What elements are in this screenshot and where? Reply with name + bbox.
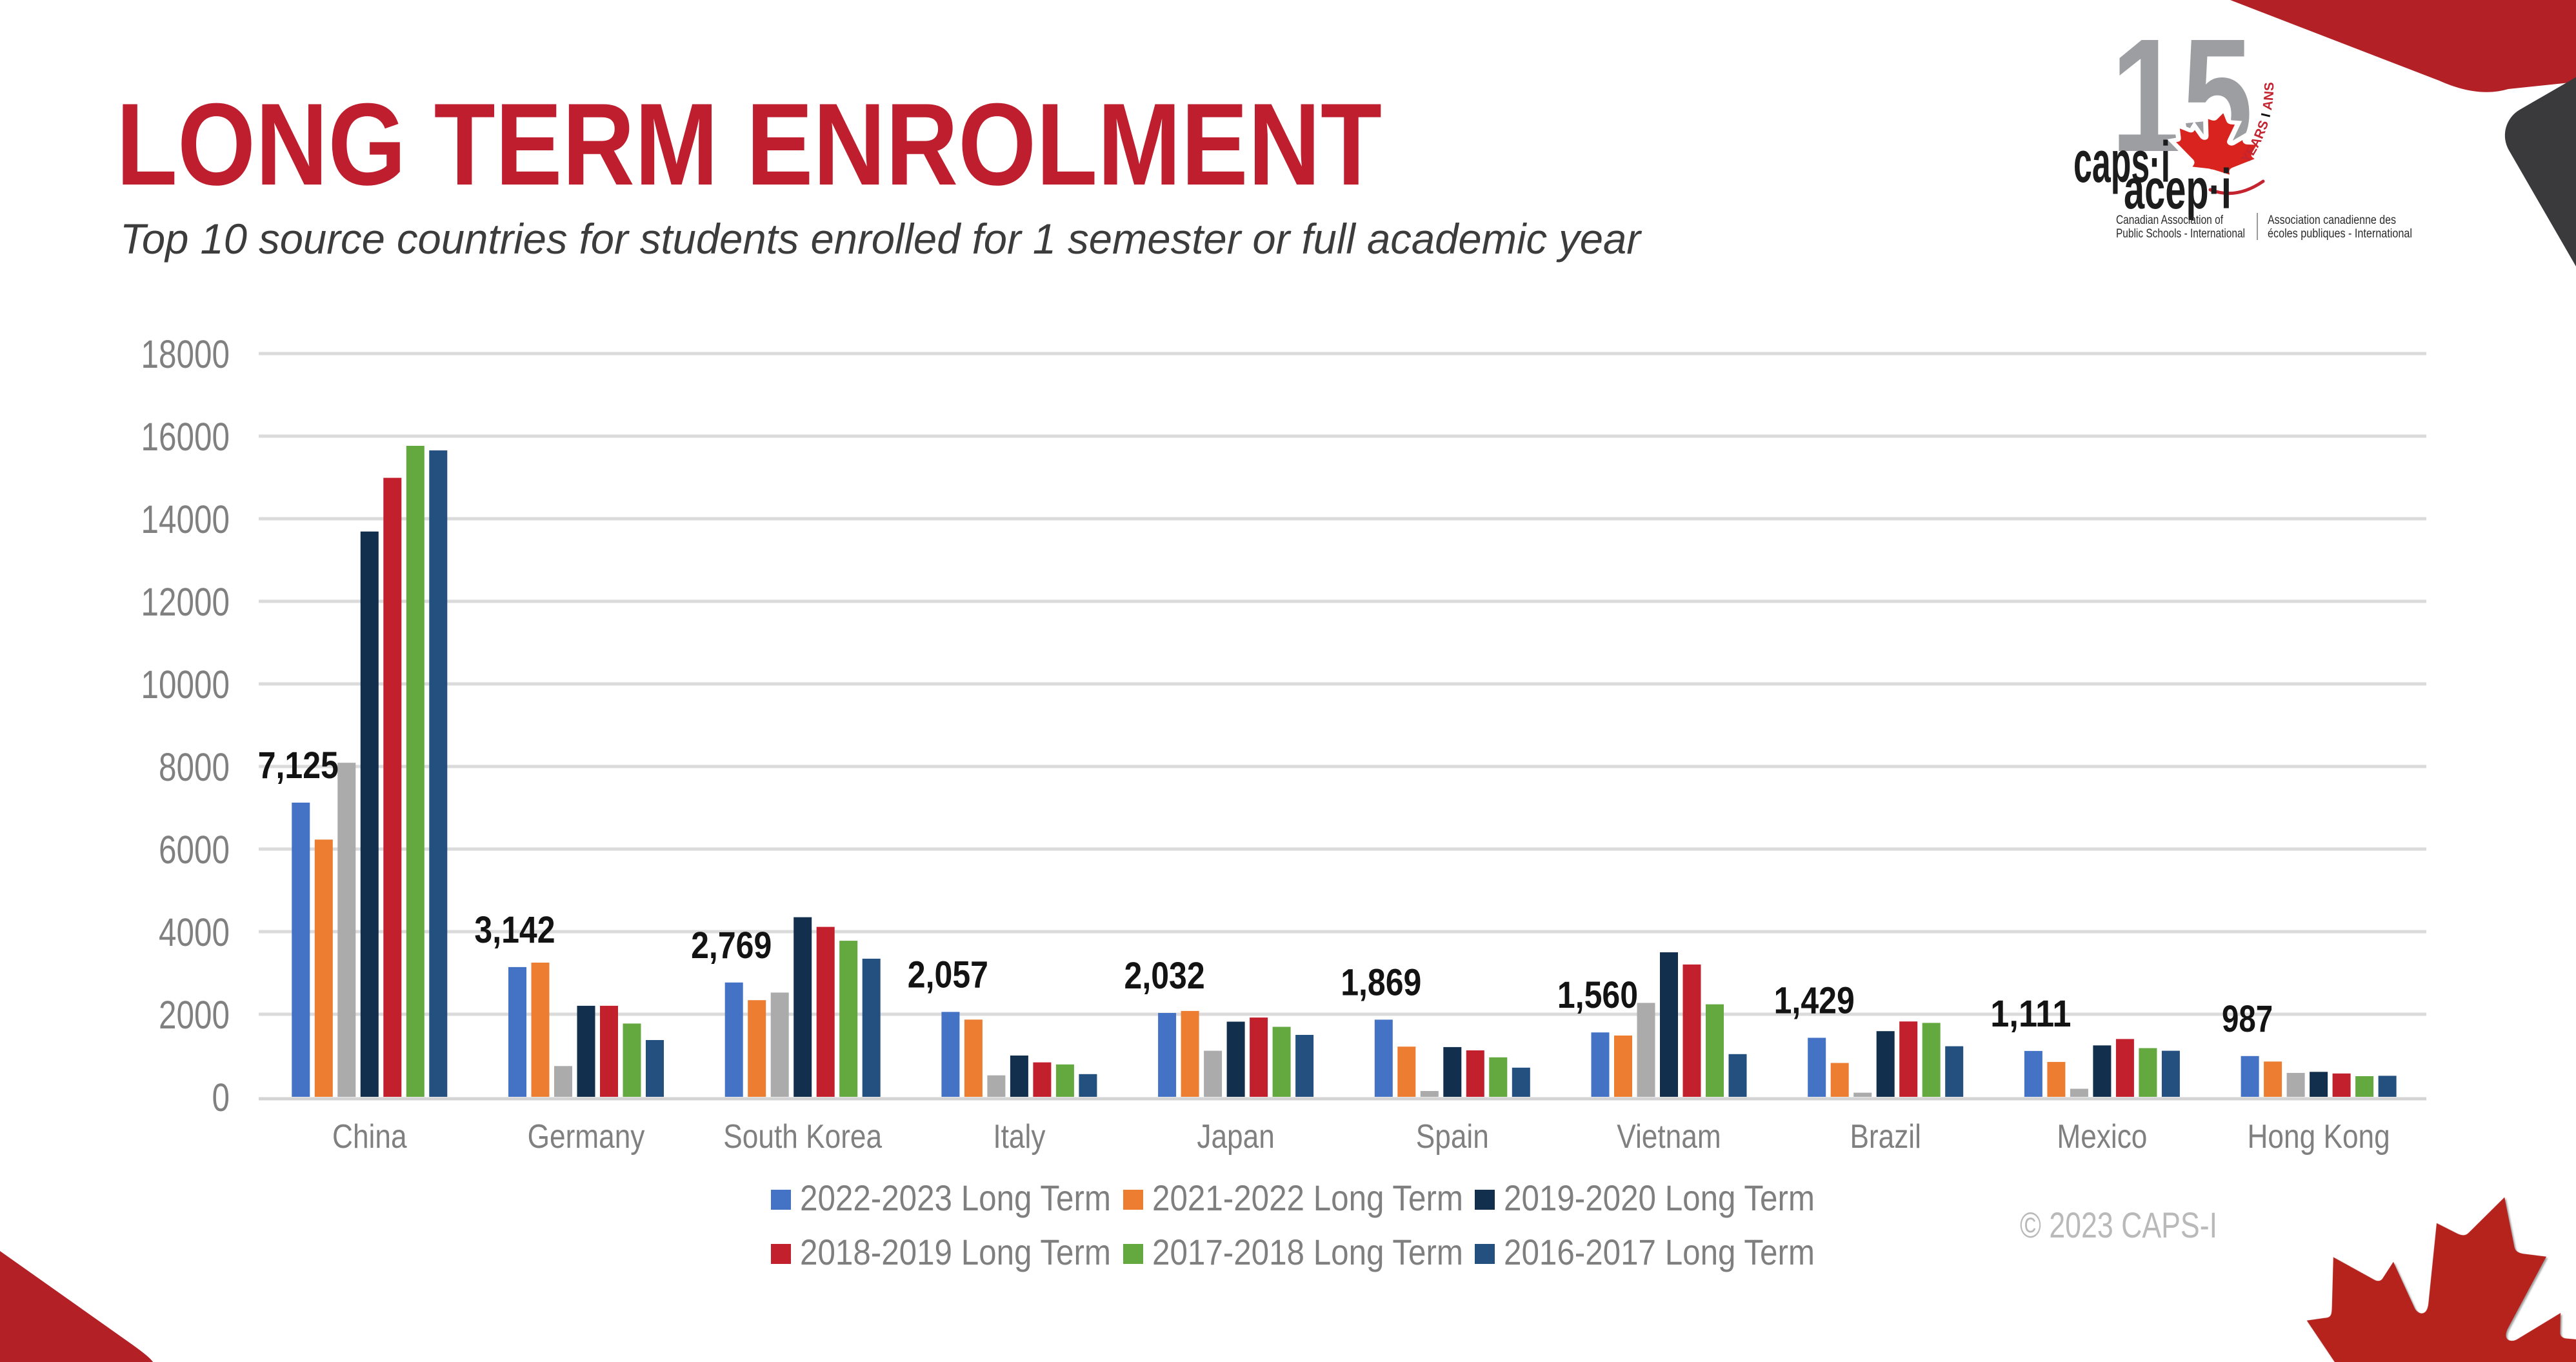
svg-text:2,032: 2,032 <box>1124 955 1205 997</box>
svg-text:2016-2017 Long Term: 2016-2017 Long Term <box>1504 1232 1815 1272</box>
svg-text:2021-2022 Long Term: 2021-2022 Long Term <box>1152 1177 1463 1218</box>
svg-text:Association canadienne des: Association canadienne des <box>2268 214 2396 227</box>
svg-text:1,111: 1,111 <box>1990 993 2071 1035</box>
svg-text:2018-2019 Long Term: 2018-2019 Long Term <box>800 1232 1111 1272</box>
svg-text:South Korea: South Korea <box>723 1118 882 1156</box>
svg-text:2,769: 2,769 <box>691 925 772 966</box>
svg-text:7,125: 7,125 <box>258 745 339 786</box>
svg-text:2,057: 2,057 <box>908 954 988 996</box>
svg-text:caps·i: caps·i <box>2073 129 2170 195</box>
svg-text:2017-2018 Long Term: 2017-2018 Long Term <box>1152 1232 1463 1272</box>
svg-text:Top 10 source countries for st: Top 10 source countries for students enr… <box>120 215 1642 263</box>
svg-text:12000: 12000 <box>141 580 230 624</box>
svg-text:10000: 10000 <box>141 663 230 706</box>
svg-text:2022-2023 Long Term: 2022-2023 Long Term <box>800 1177 1111 1218</box>
svg-text:16000: 16000 <box>141 415 230 459</box>
svg-text:4000: 4000 <box>159 910 230 954</box>
svg-text:Japan: Japan <box>1197 1118 1274 1156</box>
svg-text:LONG TERM ENROLMENT: LONG TERM ENROLMENT <box>116 79 1382 210</box>
svg-text:Canadian Association of: Canadian Association of <box>2116 214 2224 227</box>
svg-text:0: 0 <box>212 1076 230 1119</box>
svg-text:Brazil: Brazil <box>1850 1118 1921 1156</box>
svg-text:1,429: 1,429 <box>1774 980 1855 1022</box>
svg-text:14000: 14000 <box>141 497 230 541</box>
svg-text:1,869: 1,869 <box>1341 961 1421 1003</box>
svg-text:© 2023 CAPS-I: © 2023 CAPS-I <box>2020 1205 2217 1245</box>
svg-text:Mexico: Mexico <box>2057 1118 2147 1156</box>
svg-text:acep·i: acep·i <box>2124 157 2232 221</box>
svg-text:6000: 6000 <box>159 828 230 872</box>
svg-text:écoles publiques - Internation: écoles publiques - International <box>2268 227 2412 241</box>
svg-text:Vietnam: Vietnam <box>1617 1118 1721 1156</box>
svg-text:Hong Kong: Hong Kong <box>2248 1118 2390 1156</box>
svg-text:18000: 18000 <box>141 332 230 376</box>
svg-text:Italy: Italy <box>993 1118 1045 1156</box>
svg-text:2000: 2000 <box>159 993 230 1037</box>
svg-text:Spain: Spain <box>1416 1118 1489 1156</box>
svg-text:Public Schools - International: Public Schools - International <box>2116 227 2245 241</box>
svg-text:China: China <box>332 1118 407 1156</box>
svg-text:3,142: 3,142 <box>474 909 555 951</box>
svg-text:Germany: Germany <box>528 1118 645 1156</box>
svg-text:1,560: 1,560 <box>1557 974 1638 1016</box>
svg-text:8000: 8000 <box>159 745 230 789</box>
svg-text:987: 987 <box>2222 998 2273 1040</box>
svg-text:2019-2020 Long Term: 2019-2020 Long Term <box>1504 1177 1815 1218</box>
